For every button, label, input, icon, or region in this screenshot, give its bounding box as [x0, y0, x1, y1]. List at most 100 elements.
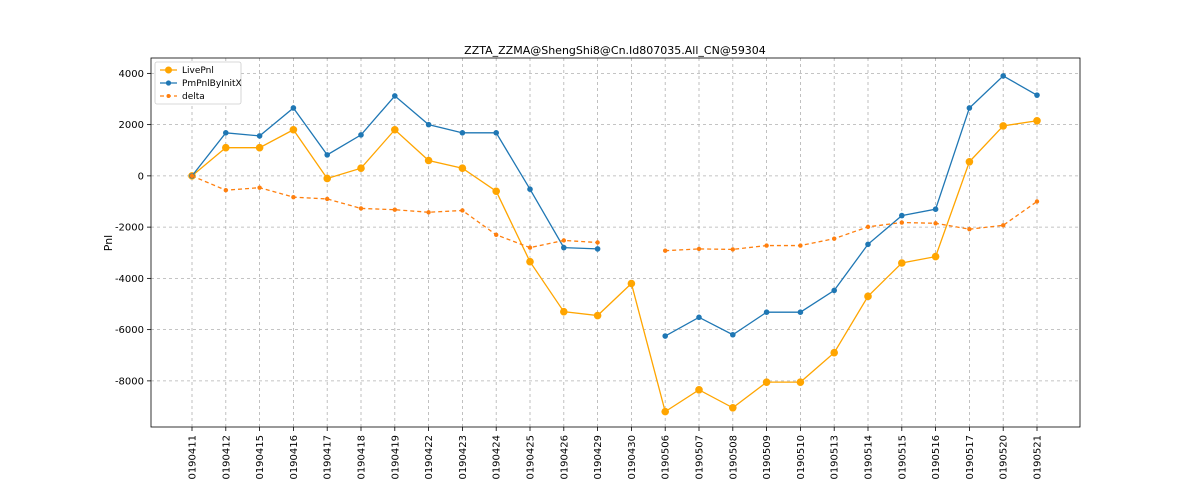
data-point — [627, 279, 636, 288]
data-point — [832, 236, 837, 241]
data-point — [425, 121, 432, 128]
grid — [151, 58, 1080, 427]
data-point — [291, 194, 296, 200]
data-point — [458, 164, 467, 172]
data-point — [527, 186, 533, 192]
x-tick-label: 20190515 — [897, 435, 908, 480]
data-point — [965, 157, 974, 166]
data-point — [290, 105, 297, 111]
data-point — [492, 187, 501, 196]
data-point — [798, 243, 803, 248]
x-tick-label: 20190508 — [728, 435, 739, 480]
series-LivePnl — [188, 116, 1041, 416]
data-point — [865, 241, 871, 248]
data-point — [426, 210, 431, 215]
data-point — [391, 125, 399, 134]
x-tick-label: 20190506 — [661, 435, 672, 480]
x-tick-label: 20190513 — [830, 435, 841, 480]
data-point — [289, 125, 298, 134]
data-point — [797, 309, 804, 316]
x-tick-label: 20190415 — [255, 435, 266, 480]
data-point — [526, 257, 534, 266]
data-point — [730, 331, 736, 338]
data-point — [223, 130, 229, 136]
axes: -8000 -6000 -4000 -2000 0 2000 4000 20190411 201… — [115, 57, 1081, 480]
data-point — [493, 130, 500, 136]
y-tick-label: 4000 — [119, 69, 144, 80]
data-point — [392, 207, 397, 212]
x-tick-label: 20190510 — [796, 435, 807, 480]
x-tick-label: 20190425 — [526, 435, 537, 480]
data-point — [561, 244, 567, 251]
data-point — [730, 247, 735, 252]
y-tick-label: -8000 — [115, 376, 144, 387]
x-tick-label: 20190424 — [492, 435, 503, 480]
data-point — [325, 196, 330, 202]
data-point — [696, 314, 702, 321]
legend-label: PmPnlByInitX — [182, 79, 242, 89]
data-point — [1001, 223, 1006, 228]
data-point — [222, 143, 230, 152]
data-point — [460, 208, 465, 213]
legend-box — [154, 61, 242, 105]
data-point — [932, 206, 939, 212]
legend-marker — [165, 80, 172, 86]
x-tick-label: 20190417 — [323, 435, 334, 480]
data-point — [899, 220, 904, 225]
legend-label: delta — [182, 92, 205, 102]
x-tick-label: 20190426 — [559, 435, 570, 480]
y-tick-label: -4000 — [115, 274, 144, 285]
data-point — [358, 132, 364, 138]
data-point — [865, 224, 871, 230]
y-tick-label: -2000 — [115, 223, 144, 234]
x-tick-label: 20190416 — [289, 435, 300, 480]
data-point — [595, 240, 600, 245]
series-line — [664, 75, 1038, 337]
data-point — [695, 386, 703, 394]
data-point — [560, 307, 568, 316]
data-point — [663, 248, 668, 253]
data-point — [189, 173, 195, 179]
data-point — [1000, 73, 1006, 79]
data-point — [392, 93, 398, 99]
series-line — [191, 120, 1038, 413]
data-point — [933, 221, 938, 226]
data-point — [898, 259, 906, 267]
data-point — [256, 133, 263, 139]
data-point — [324, 152, 331, 158]
data-point — [796, 378, 805, 386]
data-point — [323, 174, 332, 183]
data-point — [662, 333, 668, 339]
x-tick-label: 20190422 — [424, 435, 435, 480]
x-tick-label: 20190520 — [999, 435, 1010, 480]
y-tick-label: -6000 — [115, 325, 144, 336]
series-PmPnlByInitX — [189, 73, 1040, 339]
series-delta — [189, 173, 1040, 253]
x-tick-label: 20190516 — [931, 435, 942, 480]
legend-label: LivePnl — [182, 66, 214, 76]
x-tick-label: 20190521 — [1033, 435, 1044, 480]
data-point — [459, 130, 466, 136]
data-point — [967, 226, 972, 232]
data-point — [593, 311, 602, 320]
legend-marker — [166, 94, 171, 98]
data-point — [1033, 116, 1041, 125]
data-point — [696, 246, 702, 252]
data-point — [1034, 199, 1040, 204]
data-point — [358, 206, 364, 211]
data-point — [527, 245, 533, 250]
series-layer — [188, 73, 1041, 416]
data-point — [255, 143, 264, 152]
x-tick-label: 20190429 — [593, 435, 604, 480]
y-tick-label: 2000 — [119, 120, 144, 131]
data-point — [424, 156, 433, 165]
x-tick-label: 20190509 — [762, 435, 773, 480]
data-point — [831, 287, 837, 294]
x-tick-label: 20190418 — [357, 435, 368, 480]
x-tick-label: 20190430 — [627, 435, 638, 480]
y-tick-label: 0 — [138, 171, 144, 182]
data-point — [357, 164, 365, 172]
y-axis-label: Pnl — [102, 235, 115, 251]
data-point — [661, 407, 669, 416]
